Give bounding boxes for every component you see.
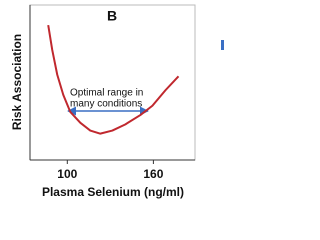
y-axis-label: Risk Association — [10, 34, 24, 130]
annotation: many conditions — [70, 99, 142, 110]
chart: B Risk Association Plasma Selenium (ng/m… — [10, 4, 224, 199]
x-axis-label: Plasma Selenium (ng/ml) — [42, 185, 184, 199]
edge-mark — [221, 40, 224, 50]
line-series — [47, 24, 180, 135]
annotation: Optimal range in — [70, 88, 143, 99]
x-tick-label: 100 — [57, 167, 77, 181]
chart-title: B — [107, 8, 117, 24]
x-tick-label: 160 — [143, 167, 163, 181]
plot-frame — [29, 4, 196, 161]
